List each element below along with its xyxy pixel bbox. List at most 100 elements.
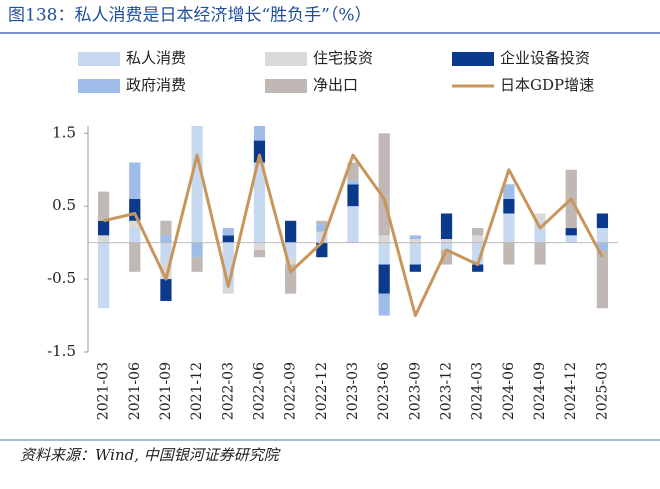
chart-title: 图138：私人消费是日本经济增长“胜负手”（%） xyxy=(8,6,371,26)
bar xyxy=(440,239,453,243)
bar xyxy=(129,220,141,229)
bar xyxy=(191,126,203,243)
bar xyxy=(160,242,172,265)
bar xyxy=(160,264,172,280)
legend-swatch xyxy=(78,79,120,93)
legend-swatch xyxy=(78,52,120,66)
x-tick-label: 2024-12 xyxy=(563,362,579,420)
legend-label: 住宅投资 xyxy=(313,49,373,67)
bar xyxy=(378,235,390,243)
bar xyxy=(472,264,484,272)
y-tick-label: -1.5 xyxy=(47,342,76,360)
bar xyxy=(565,228,577,236)
legend-label: 私人消费 xyxy=(126,49,186,67)
x-tick-label: 2021-12 xyxy=(189,362,205,420)
bar xyxy=(97,191,110,221)
bar xyxy=(97,220,110,236)
bar xyxy=(316,220,328,225)
bar xyxy=(285,257,297,265)
bar xyxy=(253,140,266,163)
legend-label: 净出口 xyxy=(313,76,358,94)
bar xyxy=(129,242,141,272)
bar xyxy=(222,286,234,294)
x-tick-label: 2024-03 xyxy=(470,362,486,420)
legend-label: 政府消费 xyxy=(126,76,186,94)
x-tick-label: 2021-03 xyxy=(96,362,112,420)
bar xyxy=(534,220,546,243)
bar xyxy=(253,249,266,258)
bar xyxy=(222,235,234,243)
bar xyxy=(596,213,609,229)
bar xyxy=(285,242,297,258)
legend-label: 日本GDP增速 xyxy=(500,76,594,94)
x-tick-label: 2022-09 xyxy=(283,362,299,420)
x-tick-label: 2021-06 xyxy=(127,362,143,420)
legend-swatch xyxy=(265,52,307,66)
bar xyxy=(347,184,359,207)
x-tick-label: 2022-12 xyxy=(314,362,330,420)
x-tick-label: 2023-12 xyxy=(439,362,455,420)
bar xyxy=(534,242,546,265)
y-tick-label: -0.5 xyxy=(47,269,76,287)
bar xyxy=(253,162,266,243)
bar xyxy=(347,206,359,243)
bar xyxy=(409,264,421,272)
bar xyxy=(285,220,297,243)
bar xyxy=(378,242,390,265)
bar xyxy=(409,239,421,243)
bar xyxy=(222,228,234,236)
y-tick-label: 0.5 xyxy=(52,196,76,214)
bar xyxy=(129,162,141,199)
bar xyxy=(129,228,141,243)
x-tick-label: 2023-06 xyxy=(376,362,392,420)
bar xyxy=(378,133,390,236)
x-tick-label: 2025-03 xyxy=(594,362,610,420)
bar xyxy=(596,249,609,309)
x-tick-label: 2024-06 xyxy=(501,362,517,420)
bar xyxy=(596,228,609,243)
bar xyxy=(534,213,546,221)
bar xyxy=(440,249,453,265)
bar xyxy=(440,242,453,250)
bar xyxy=(347,180,359,185)
x-tick-label: 2022-06 xyxy=(251,362,267,420)
bar xyxy=(472,242,484,265)
source: 资料来源：Wind, 中国银河证券研究院 xyxy=(20,446,281,464)
bar xyxy=(160,220,172,236)
legend-swatch xyxy=(452,52,494,66)
x-tick-label: 2024-09 xyxy=(532,362,548,420)
bar xyxy=(253,126,266,141)
legend-swatch xyxy=(265,79,307,93)
bar xyxy=(160,279,172,301)
bar xyxy=(565,235,577,243)
bar xyxy=(97,235,110,243)
bar xyxy=(160,235,172,243)
bar xyxy=(409,235,421,239)
bar xyxy=(472,235,484,243)
bar xyxy=(316,231,328,236)
bar xyxy=(129,198,141,221)
legend-label: 企业设备投资 xyxy=(500,49,590,67)
y-tick-label: 1.5 xyxy=(52,123,76,141)
bar xyxy=(503,242,515,265)
x-tick-label: 2021-09 xyxy=(158,362,174,420)
bar xyxy=(347,162,359,181)
bar xyxy=(440,213,453,239)
line xyxy=(103,153,604,318)
bar xyxy=(503,184,515,199)
bar xyxy=(222,242,234,287)
bar xyxy=(378,264,390,294)
bar xyxy=(253,242,266,250)
bar xyxy=(503,198,515,214)
bar xyxy=(285,264,297,294)
bar xyxy=(316,224,328,232)
bar xyxy=(316,242,328,258)
x-tick-label: 2022-03 xyxy=(220,362,236,420)
x-tick-label: 2023-09 xyxy=(407,362,423,420)
bar xyxy=(378,293,390,316)
bar xyxy=(596,242,609,250)
bar xyxy=(97,242,110,309)
x-tick-label: 2023-03 xyxy=(345,362,361,420)
bar xyxy=(191,242,203,258)
